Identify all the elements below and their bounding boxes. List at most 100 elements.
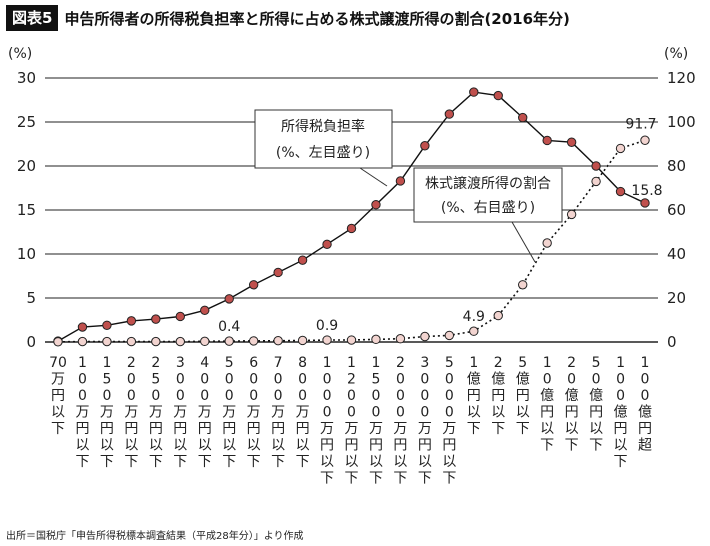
data-point-series-0 (151, 314, 161, 324)
category-label-char: 以 (565, 421, 579, 437)
category-label-char: 以 (247, 438, 261, 454)
left-tick-label: 5 (26, 289, 36, 307)
category-label-char: 円 (442, 438, 456, 454)
category-label-char: 5 (151, 372, 160, 388)
data-labels: 0.4 0.9 4.9 91.7 15.8 (218, 116, 663, 335)
data-point-series-1 (322, 335, 332, 345)
data-point-series-0 (493, 90, 503, 101)
category-label-char: 0 (371, 388, 380, 404)
category-label-char: 円 (540, 405, 554, 421)
category-label-char: 以 (393, 454, 407, 470)
category-label-char: 下 (442, 471, 456, 487)
category-label-char: 2 (127, 355, 136, 371)
category-label-char: 0 (396, 372, 405, 388)
data-label: 0.4 (218, 319, 240, 335)
category-label-char: 以 (418, 454, 432, 470)
data-point-series-0 (420, 141, 430, 151)
category-label-char: 下 (124, 454, 138, 470)
category-label-char: 以 (589, 421, 603, 437)
category-label-char: 下 (320, 471, 334, 487)
category-label-char: 6 (249, 355, 258, 371)
category-label-char: 万 (320, 421, 334, 437)
category-label-char: 1 (78, 355, 87, 371)
category-label-char: 下 (75, 454, 89, 470)
category-label-char: 1 (371, 355, 380, 371)
category-label-char: 1 (347, 355, 356, 371)
data-point-series-1 (77, 336, 88, 347)
category-label-char: 0 (78, 388, 87, 404)
category-label-char: 0 (298, 372, 307, 388)
category-label-char: 0 (396, 405, 405, 421)
category-label-char: 以 (296, 438, 310, 454)
data-point-series-1 (126, 336, 137, 347)
category-label-char: 下 (565, 438, 579, 454)
category-label-char: 0 (176, 372, 185, 388)
category-label-char: 万 (345, 421, 359, 437)
data-point-series-1 (615, 143, 626, 154)
category-label-char: 以 (198, 438, 212, 454)
category-label-char: 以 (491, 405, 505, 421)
callout-box-tax-rate (254, 109, 393, 169)
left-tick-label: 0 (26, 333, 36, 351)
category-label-char: 0 (347, 405, 356, 421)
title-row: 図表5 申告所得者の所得税負担率と所得に占める株式譲渡所得の割合(2016年分) (6, 4, 570, 32)
data-point-series-1 (200, 336, 210, 347)
data-point-series-0 (346, 223, 357, 234)
data-point-series-0 (102, 320, 112, 330)
category-label-char: 5 (102, 372, 111, 388)
category-label-char: 億 (491, 372, 505, 388)
data-point-series-0 (640, 198, 650, 208)
category-label-char: 下 (418, 471, 432, 487)
right-tick-label: 0 (667, 333, 677, 351)
category-label-char: 5 (518, 355, 527, 371)
left-axis-ticks: 0 5 10 15 20 25 30 (17, 69, 36, 351)
category-label-char: 2 (347, 372, 356, 388)
category-label-char: 1 (641, 355, 650, 371)
category-label-char: 円 (100, 421, 114, 437)
category-label-char: 1 (323, 355, 332, 371)
category-label-char: 0 (274, 388, 283, 404)
category-label-char: 0 (616, 388, 625, 404)
category-label-char: 以 (149, 438, 163, 454)
data-point-series-0 (224, 294, 234, 304)
category-label-char: 以 (442, 454, 456, 470)
category-label-char: 円 (369, 438, 383, 454)
category-label-char: 円 (75, 421, 89, 437)
category-label-char: 1 (469, 355, 478, 371)
right-axis-ticks: 0 20 40 60 80 100 120 (667, 69, 696, 351)
data-point-series-1 (371, 334, 381, 345)
category-label-char: 3 (176, 355, 185, 371)
category-label-char: 円 (614, 421, 628, 437)
category-label-char: 0 (274, 372, 283, 388)
source-note: 出所＝国税庁「申告所得税標本調査結果（平成28年分）」より作成 (6, 531, 304, 542)
category-label-char: 0 (127, 372, 136, 388)
data-point-series-1 (518, 280, 528, 290)
category-label-char: 0 (323, 388, 332, 404)
series-callouts: 所得税負担率 (%、左目盛り) 株式譲渡所得の割合 (%、右目盛り) (254, 109, 563, 263)
category-label-char: 万 (442, 421, 456, 437)
category-label-char: 億 (467, 372, 481, 388)
category-label-char: 0 (323, 372, 332, 388)
category-label-char: 下 (100, 454, 114, 470)
left-tick-label: 20 (17, 157, 36, 175)
category-label-char: 70 (49, 355, 67, 371)
category-label-char: 円 (173, 421, 187, 437)
callout-pointer-tax-rate (359, 167, 388, 187)
category-label-char: 下 (516, 421, 530, 437)
category-label-char: 円 (467, 388, 481, 404)
callout-stock-share-line1: 株式譲渡所得の割合 (425, 175, 551, 192)
category-label-char: 0 (396, 388, 405, 404)
category-label-char: 0 (445, 405, 454, 421)
data-point-series-0 (444, 109, 455, 119)
category-label-char: 1 (616, 355, 625, 371)
category-label-char: 0 (225, 388, 234, 404)
